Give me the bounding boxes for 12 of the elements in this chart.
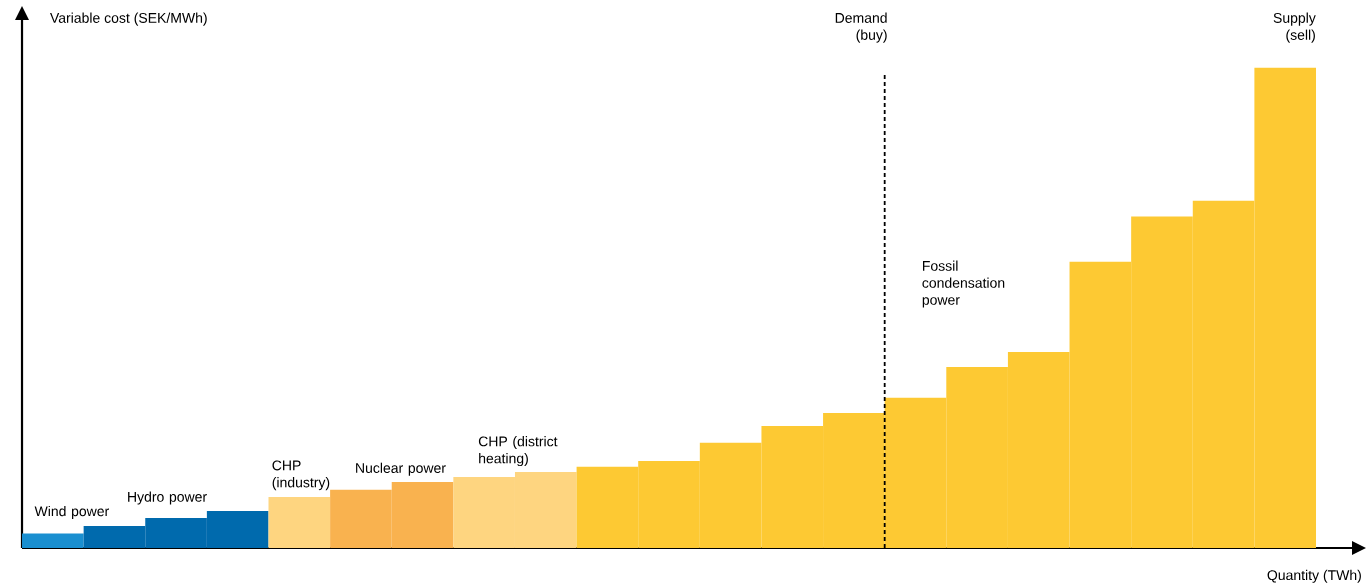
bar [22, 533, 84, 548]
bar [268, 497, 331, 548]
annotation: CHP (district heating) [478, 436, 558, 467]
annotation: Fossil condensation power [922, 260, 1005, 308]
annotation: CHP (industry) [272, 460, 330, 491]
y-axis-title: Variable cost (SEK/MWh) [50, 12, 207, 26]
annotation: Nuclear power [356, 462, 446, 476]
text: Supply (sell) [1273, 12, 1316, 43]
annotation: Wind power [34, 505, 109, 519]
annotation: Hydro power [128, 491, 207, 505]
text: Demand (buy) [835, 12, 887, 43]
x-axis-title: Quantity (TWh) [1267, 569, 1361, 583]
